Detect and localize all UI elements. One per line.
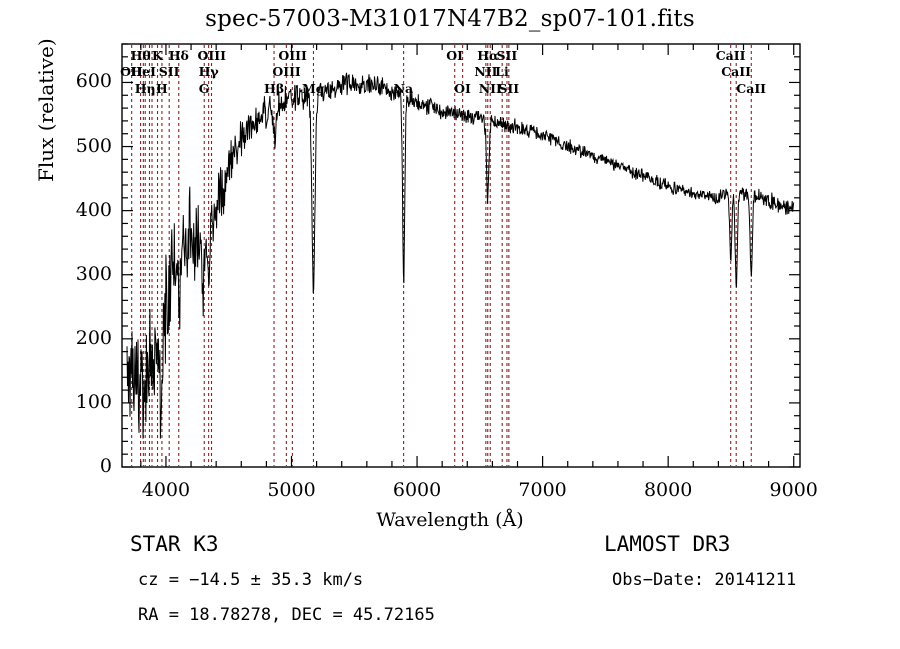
footer-coords: RA = 18.78278, DEC = 45.72165 (138, 605, 435, 625)
y-tick-label: 0 (99, 455, 112, 477)
footer-object-type: STAR K3 (130, 532, 219, 556)
x-tick-label: 5000 (267, 479, 316, 501)
footer-survey: LAMOST DR3 (604, 532, 731, 556)
spectral-line-label: HeI (130, 64, 156, 79)
y-tick-label: 600 (75, 70, 112, 93)
footer-obsdate: Obs−Date: 20141211 (612, 570, 797, 590)
spectral-line-label: Hβ (264, 81, 285, 96)
spectral-line-label: NII (474, 64, 498, 79)
y-tick-label: 300 (75, 262, 112, 285)
spectral-line-label: Hα (477, 48, 499, 63)
spectral-line-label: CaII (736, 81, 767, 96)
x-axis-label: Wavelength (Å) (376, 509, 524, 531)
x-tick-label: 7000 (518, 479, 567, 501)
spectral-line-label: H (155, 81, 168, 96)
y-tick-label: 200 (75, 326, 112, 349)
x-tick-label: 4000 (141, 479, 191, 501)
spectral-line-label: OI (454, 81, 471, 96)
plot-frame (121, 43, 801, 468)
spectral-line-markers (131, 45, 752, 466)
spectral-line-label: CaII (715, 48, 746, 63)
spectral-line-label: OIII (197, 48, 226, 63)
spectral-line-label: OI (446, 48, 463, 63)
spectral-line-label: Li (495, 64, 509, 79)
y-tick-label: 100 (75, 390, 112, 413)
y-tick-label: 500 (75, 134, 112, 157)
spectral-line-label: Hγ (198, 64, 219, 79)
spectral-line-label: Mg (301, 81, 325, 96)
spectral-line-label: Na (393, 81, 414, 96)
spectral-line-label: SII (158, 64, 180, 79)
spectral-line-label: SII (496, 48, 518, 63)
spectral-line-label: OII (120, 64, 143, 79)
axis-ticks (122, 43, 800, 468)
spectral-line-label: NII (478, 81, 502, 96)
spectral-line-label: G (198, 81, 210, 96)
footer-cz: cz = −14.5 ± 35.3 km/s (138, 570, 364, 590)
spectral-line-label: OIII (272, 64, 301, 79)
spectral-line-label: Hη (134, 81, 156, 96)
x-tick-label: 9000 (769, 479, 818, 501)
spectral-line-label: CaII (721, 64, 751, 79)
spectral-line-label: Hδ (168, 48, 189, 63)
spectral-line-label: K (152, 48, 163, 63)
spectrum-trace (126, 72, 795, 439)
spectral-line-label: SII (498, 81, 520, 96)
spectral-line-label: Hθ (130, 48, 151, 63)
page-title: spec-57003-M31017N47B2_sp07-101.fits (205, 6, 695, 32)
x-tick-label: 6000 (392, 479, 442, 501)
x-tick-label: 8000 (643, 479, 693, 501)
y-tick-label: 400 (75, 198, 112, 221)
spectral-line-label: OIII (278, 48, 307, 63)
